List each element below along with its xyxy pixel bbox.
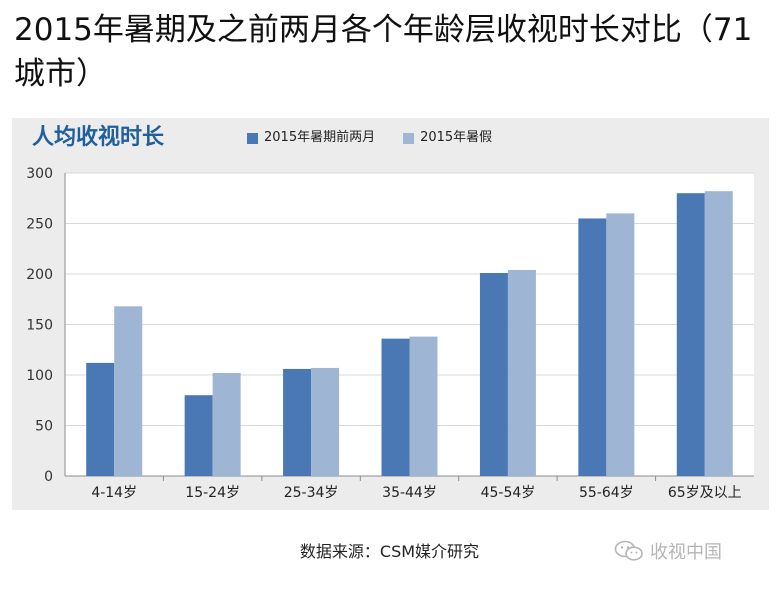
- legend-swatch-series-2: [403, 132, 415, 144]
- bar-2-5: [507, 269, 536, 476]
- legend-item-series-2: 2015年暑假: [403, 129, 492, 147]
- bar-2-7: [704, 191, 733, 476]
- bar-2-6: [606, 213, 635, 476]
- data-source-note: 数据来源：CSM媒介研究: [299, 542, 480, 561]
- y-tick-label-300: 300: [26, 166, 53, 182]
- y-tick-label-250: 250: [26, 217, 53, 233]
- wechat-icon: [614, 540, 643, 561]
- y-tick-label-100: 100: [26, 368, 53, 384]
- y-tick-label-150: 150: [26, 318, 53, 334]
- bar-2-1: [114, 306, 143, 476]
- chart-title: 人均收视时长: [32, 125, 165, 150]
- legend-label-series-2: 2015年暑假: [420, 130, 493, 145]
- y-tick-label-200: 200: [26, 267, 53, 283]
- bar-2-2: [212, 372, 241, 476]
- x-tick-label-4: 35-44岁: [382, 485, 437, 501]
- bar-1-6: [578, 218, 607, 476]
- y-tick-label-50: 50: [35, 419, 53, 435]
- x-tick-label-5: 45-54岁: [481, 485, 536, 501]
- legend-item-series-1: 2015年暑期前两月: [247, 129, 375, 147]
- bar-1-3: [283, 368, 312, 476]
- bar-1-2: [184, 395, 213, 476]
- legend-label-series-1: 2015年暑期前两月: [264, 130, 376, 145]
- x-tick-label-6: 55-64岁: [579, 485, 634, 501]
- x-tick-label-7: 65岁及以上: [668, 485, 742, 501]
- bar-1-7: [676, 193, 705, 476]
- chart-legend: 2015年暑期前两月 2015年暑假: [247, 129, 492, 147]
- x-tick-label-3: 25-34岁: [284, 485, 339, 501]
- bar-1-1: [86, 362, 115, 476]
- watermark: 收视中国: [614, 538, 722, 564]
- bar-chart: 0 50 100 150 200 250 300 4-14岁 15-24岁 25-34岁 35-44…: [26, 166, 754, 501]
- bar-2-3: [311, 367, 340, 476]
- watermark-text: 收视中国: [650, 542, 722, 563]
- x-tick-label-2: 15-24岁: [185, 485, 240, 501]
- bar-2-4: [409, 336, 438, 476]
- chart-panel: 人均收视时长 2015年暑期前两月 2015年暑假 0 50 100 150 200 25…: [12, 118, 769, 510]
- legend-swatch-series-1: [247, 132, 258, 144]
- page-title: 2015年暑期及之前两月各个年龄层收视时长对比（71城市）: [14, 12, 753, 92]
- bar-1-5: [479, 272, 508, 476]
- bar-1-4: [381, 338, 410, 476]
- y-tick-label-0: 0: [44, 469, 53, 485]
- x-tick-label-1: 4-14岁: [91, 485, 137, 501]
